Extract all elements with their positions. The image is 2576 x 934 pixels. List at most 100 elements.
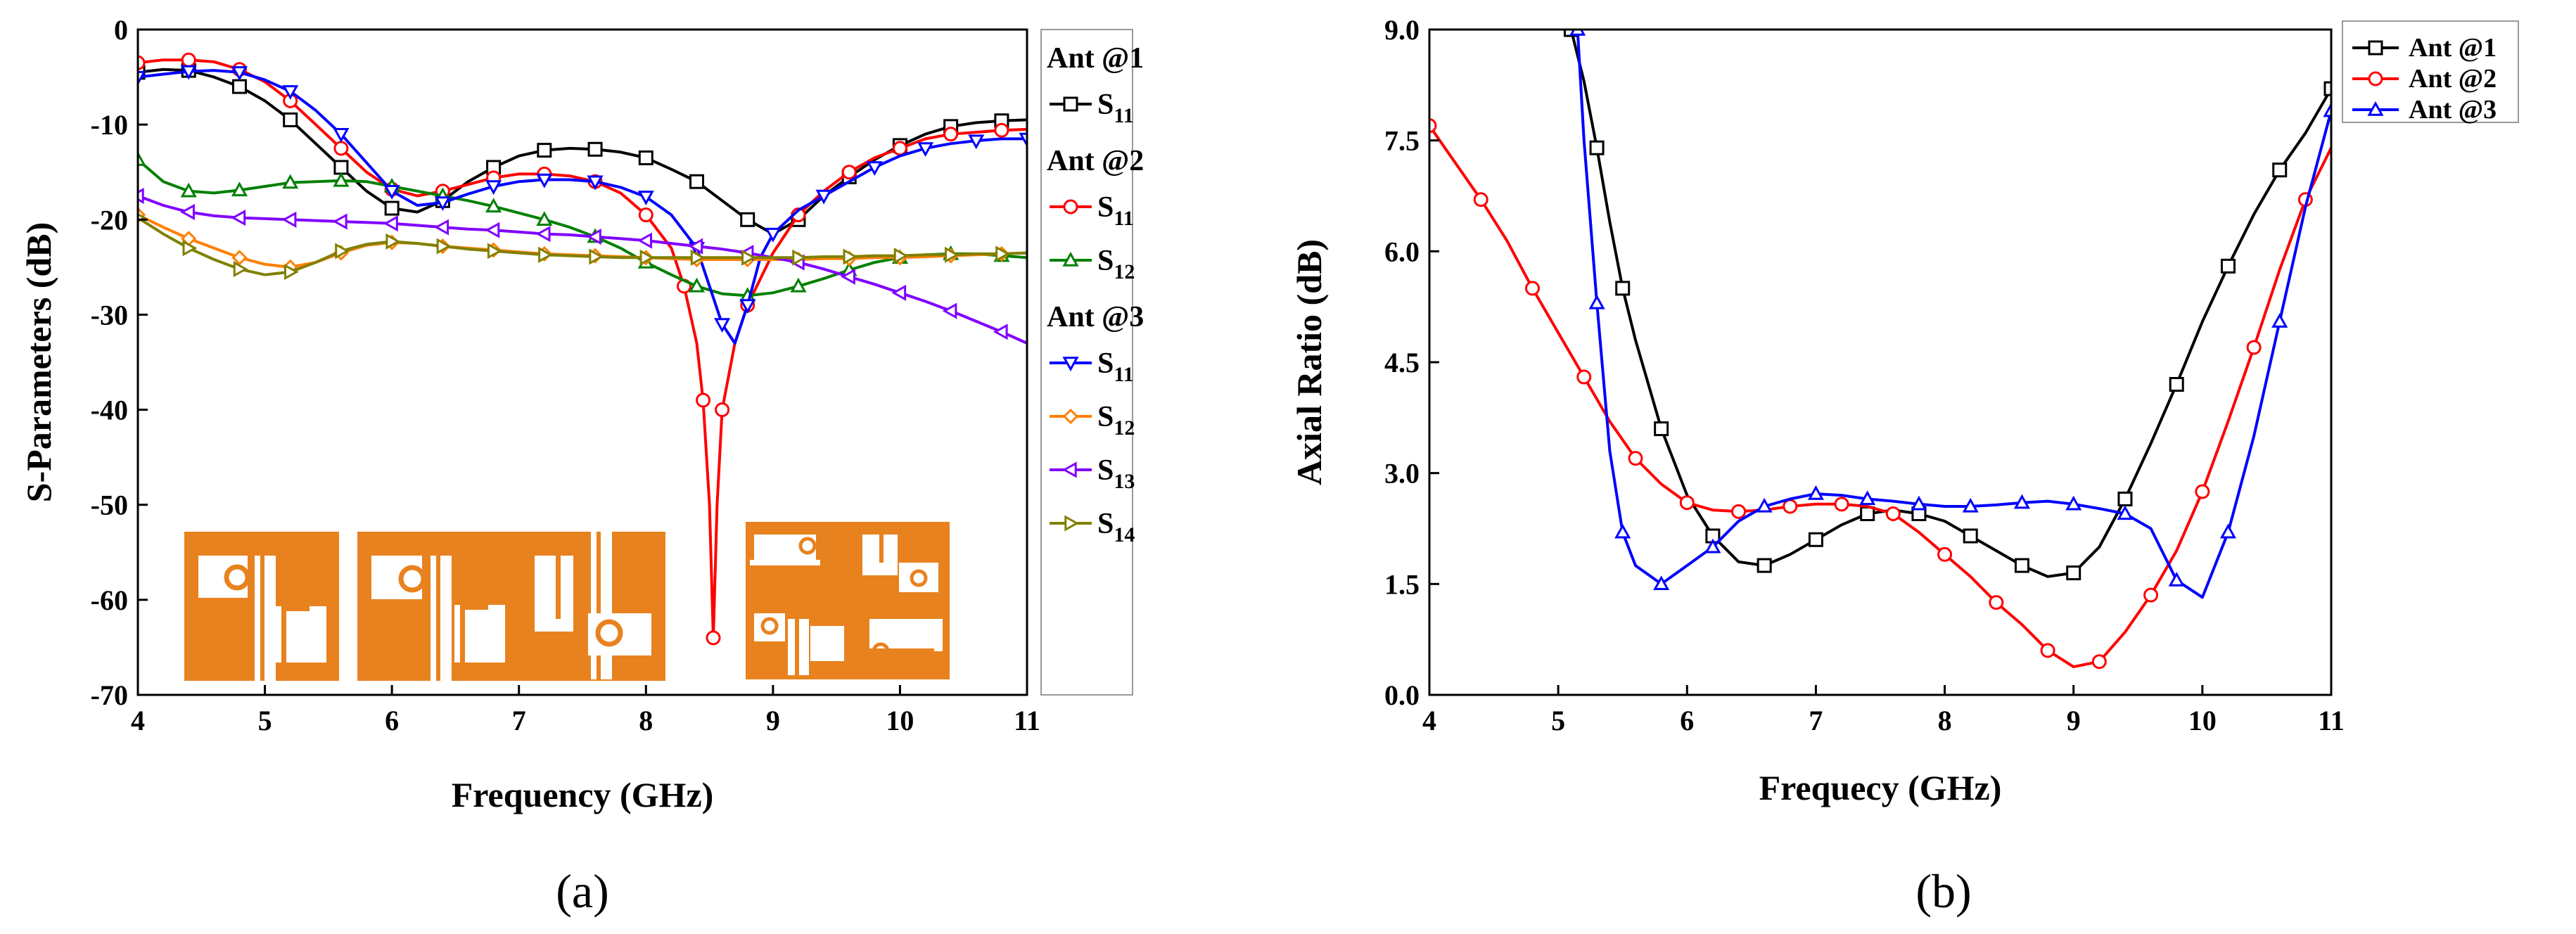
a-series-6-point	[944, 246, 959, 263]
a-series-layer	[138, 52, 1027, 646]
a-series-0-point	[231, 79, 247, 94]
b-series-2-point	[2323, 102, 2331, 117]
a-series-1-point	[994, 122, 1009, 138]
b-series-2-point	[2168, 571, 2185, 587]
a-legend-label-subscript: 13	[1114, 470, 1135, 493]
a-y-tick-label: -40	[91, 395, 128, 426]
a-legend-label: S11	[1097, 89, 1134, 127]
b-series-1-point	[1679, 495, 1695, 511]
a-series-5-point	[891, 284, 907, 301]
a-series-2-point	[282, 174, 299, 189]
a-legend: Ant @1 S11 Ant @2 S11 S12 Ant @3 S11 S12 S13 S14	[1040, 29, 1144, 696]
chart-b: 4 5 6 7 8 9 10 11 0.0 1.5 3.0 4.5 6.0 7.5 9.0 Frequec…	[1289, 14, 2519, 918]
a-legend-swatch-marker	[1062, 251, 1079, 267]
a-series-5-point	[180, 203, 195, 221]
b-series-1-point	[1731, 504, 1747, 519]
a-series-6-point	[283, 264, 299, 281]
a-legend-label-subscript: 12	[1114, 416, 1135, 440]
a-series-2-point	[333, 172, 350, 187]
a-series-1-point	[715, 402, 730, 418]
a-series-6-point	[335, 243, 350, 260]
a-legend-swatch-marker	[1061, 461, 1077, 478]
a-legend-swatch-marker	[1062, 408, 1079, 425]
a-series-6-point	[639, 249, 655, 266]
a-series-5-point	[993, 324, 1008, 340]
a-series-5-point	[942, 302, 957, 319]
a-legend-swatch-marker	[1063, 199, 1078, 215]
a-series-3-point	[434, 196, 451, 212]
a-series-6-point	[589, 248, 604, 265]
b-series-1-point	[2195, 484, 2210, 499]
a-series-1-point	[333, 141, 349, 156]
b-series-0-point	[2169, 377, 2184, 392]
a-series-6-point	[233, 261, 248, 278]
a-series-6-point	[385, 233, 401, 250]
a-series-5-point	[434, 219, 449, 236]
a-series-3-point	[917, 142, 934, 158]
b-series-1-point	[1576, 369, 1592, 385]
b-plot-frame	[1428, 28, 2333, 696]
a-x-axis-label: Frequency (GHz)	[452, 775, 714, 814]
a-series-3-point	[485, 180, 502, 196]
a-series-6-point	[843, 248, 858, 265]
a-y-tick-label: -70	[91, 679, 128, 711]
b-series-2-point	[2219, 523, 2237, 539]
b-legend-swatch-marker	[2368, 71, 2383, 87]
a-series-6-point	[182, 240, 198, 257]
a-series-5-point	[535, 226, 551, 243]
b-series-2-point	[1756, 497, 1773, 513]
a-series-2-point	[790, 277, 807, 293]
b-y-axis-label: Axial Ratio (dB)	[1289, 239, 1329, 485]
b-series-2-point	[1807, 485, 1824, 500]
a-series-0-point	[587, 141, 603, 157]
b-series-0-point	[2117, 491, 2133, 506]
a-series-3-point	[383, 185, 400, 200]
b-series-0-point	[1963, 528, 1978, 544]
caption-b: (b)	[1915, 864, 1971, 918]
a-legend-label-subscript: 11	[1114, 207, 1133, 230]
a-legend-swatch-marker	[1064, 515, 1080, 532]
a-legend-swatch-marker	[1062, 357, 1079, 372]
a-series-1-point	[892, 141, 907, 156]
a-x-tick-label: 9	[766, 705, 780, 736]
b-series-0-point	[1860, 506, 1875, 521]
b-series-0-point	[1808, 532, 1823, 547]
b-series-2-point	[1614, 523, 1631, 539]
b-y-tick-label: 4.5	[1384, 347, 1420, 378]
b-x-tick-label: 11	[2318, 705, 2345, 736]
b-series-1-point	[2246, 340, 2262, 355]
a-series-3-point	[333, 127, 350, 143]
a-legend-group-title: Ant @3	[1047, 301, 1144, 333]
a-series-3-point	[536, 173, 553, 188]
a-series-2	[138, 151, 1027, 302]
b-legend-swatch-marker	[2368, 40, 2383, 56]
a-series-5	[138, 187, 1027, 345]
a-series-3-point	[765, 227, 782, 243]
b-series-2-point	[1704, 538, 1721, 554]
a-legend-label: S13	[1097, 454, 1135, 493]
a-legend-label: S12	[1097, 245, 1135, 283]
a-legend-group-title: Ant @2	[1047, 145, 1144, 177]
b-series-2-point	[2013, 494, 2031, 509]
a-series-3-point	[587, 175, 604, 191]
a-x-tick-label: 4	[131, 705, 145, 736]
a-series-3-point	[231, 66, 248, 81]
b-legend-frame	[2342, 20, 2519, 123]
a-series-3-point	[637, 191, 654, 205]
b-x-tick-label: 10	[2188, 705, 2217, 736]
b-series-layer	[1429, 30, 2331, 670]
a-series-6-point	[893, 248, 909, 264]
b-series-0-point	[2220, 258, 2236, 274]
a-x-tick-label: 7	[512, 705, 526, 736]
b-series-line-0	[1569, 30, 2331, 578]
b-series-0-point	[1589, 140, 1605, 155]
a-series-5-point	[231, 210, 246, 226]
b-series-1-point	[1628, 451, 1643, 466]
b-series-0-point	[1615, 281, 1631, 296]
a-series-0-point	[537, 143, 552, 158]
b-series-2-point	[1911, 495, 1927, 511]
a-series-5-point	[637, 232, 652, 249]
a-series-3-point	[180, 65, 197, 80]
a-series-0-point	[740, 212, 755, 227]
